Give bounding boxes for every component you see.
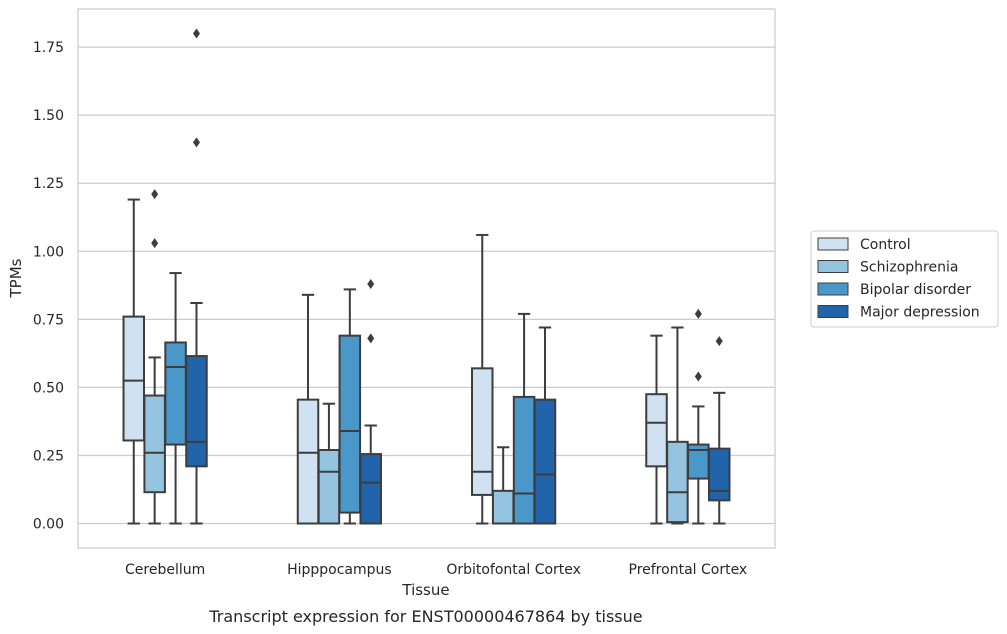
box-group xyxy=(296,293,320,525)
x-tick-label: Hipppocampus xyxy=(287,562,392,578)
legend-swatch xyxy=(817,282,849,296)
x-tick-label: Prefrontal Cortex xyxy=(629,562,748,578)
box-iqr xyxy=(666,440,689,524)
box-iqr xyxy=(122,315,146,442)
box-iqr xyxy=(338,334,362,514)
outlier-point xyxy=(192,28,200,39)
outlier-point xyxy=(367,278,375,289)
x-axis-label: Tissue xyxy=(401,581,449,599)
box-group xyxy=(707,336,731,525)
y-axis-label: TPMs xyxy=(7,258,25,298)
chart-caption: Transcript expression for ENST0000046786… xyxy=(208,607,642,626)
legend-swatch xyxy=(817,237,849,251)
x-tick-label: Cerebellum xyxy=(125,562,205,578)
legend-label: Schizophrenia xyxy=(860,260,958,276)
box-group xyxy=(359,278,382,525)
legend: Control Schizophrenia Bipolar disorder Majo… xyxy=(810,230,999,328)
x-tick-label: Orbitofontal Cortex xyxy=(446,562,581,578)
box-iqr xyxy=(143,394,166,494)
box-iqr xyxy=(317,449,341,525)
box-group xyxy=(185,28,208,525)
outlier-point xyxy=(694,371,702,382)
y-tick-label: 0.75 xyxy=(33,312,64,328)
y-tick-label: 0.00 xyxy=(33,517,64,533)
y-tick-label: 1.00 xyxy=(33,244,64,260)
box-iqr xyxy=(185,355,208,468)
legend-label: Control xyxy=(860,237,911,253)
box-iqr xyxy=(164,341,187,446)
box-iqr xyxy=(512,395,536,525)
box-iqr xyxy=(296,398,320,525)
box-plots xyxy=(122,28,731,525)
outlier-point xyxy=(715,336,723,347)
box-group xyxy=(164,272,187,525)
outlier-point xyxy=(151,189,159,200)
box-iqr xyxy=(359,453,382,525)
y-tick-label: 0.25 xyxy=(33,448,64,464)
box-iqr xyxy=(471,367,494,496)
box-group xyxy=(645,334,668,525)
y-axis-ticks: 0.00 0.25 0.50 0.75 1.00 1.25 1.50 1.75 xyxy=(33,40,64,532)
box-iqr xyxy=(533,398,557,525)
legend-swatch xyxy=(817,260,849,273)
box-iqr xyxy=(707,447,731,502)
outlier-point xyxy=(192,137,200,148)
box-group xyxy=(533,326,557,525)
box-group xyxy=(687,308,710,525)
y-tick-label: 0.50 xyxy=(33,380,64,396)
box-group xyxy=(122,198,146,525)
y-tick-label: 1.75 xyxy=(33,40,64,56)
legend-swatch xyxy=(817,305,849,318)
legend-label: Major depression xyxy=(860,305,980,321)
box-iqr xyxy=(491,489,515,525)
box-group xyxy=(338,288,362,525)
legend-frame xyxy=(810,230,999,328)
outlier-point xyxy=(151,238,159,249)
box-group xyxy=(666,326,689,525)
outlier-point xyxy=(694,308,702,319)
outlier-point xyxy=(367,333,375,344)
y-tick-label: 1.25 xyxy=(33,176,64,192)
box-group xyxy=(471,233,494,525)
y-tick-label: 1.50 xyxy=(33,108,64,124)
legend-label: Bipolar disorder xyxy=(860,282,971,298)
x-axis-ticks: Cerebellum Hipppocampus Orbitofontal Corte… xyxy=(125,562,747,578)
box-iqr xyxy=(645,393,668,468)
